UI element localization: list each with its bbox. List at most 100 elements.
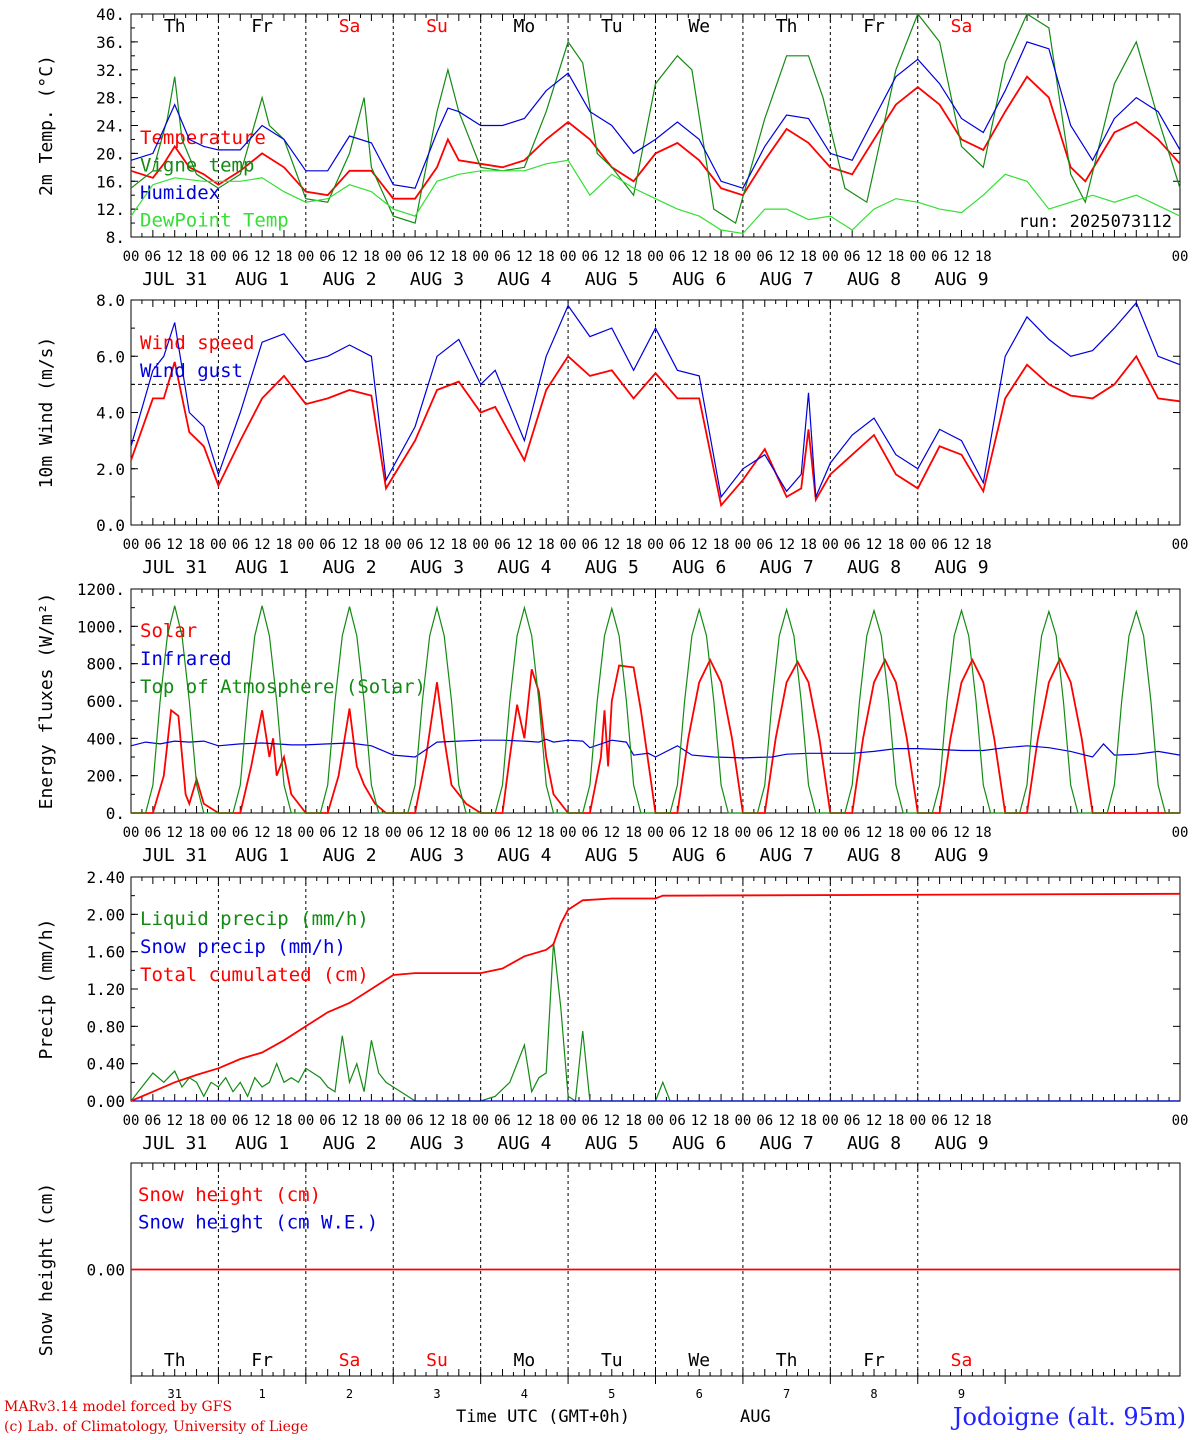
hour-tick-label: 06 [407, 537, 424, 553]
hour-tick-label: 12 [254, 825, 271, 841]
legend-entry: Snow height (cm W.E.) [138, 1212, 378, 1234]
hour-tick-label: 18 [625, 249, 642, 265]
y-tick-label: 0.00 [86, 1261, 125, 1280]
panel-5: 0.00 Snow height (cm) Snow height (cm) Snow… [36, 1162, 1181, 1401]
legend-entry: Liquid precip (mm/h) [140, 908, 369, 930]
hour-tick-label: 18 [625, 537, 642, 553]
hour-tick-label: 12 [516, 1113, 533, 1129]
date-label: AUG 3 [410, 845, 464, 866]
y-axis-label: Snow height (cm) [36, 1183, 57, 1356]
date-label: AUG 1 [235, 557, 289, 578]
y-tick-label: 200. [86, 767, 125, 786]
legend-entry: Infrared [140, 648, 232, 670]
hour-tick-label: 12 [166, 825, 183, 841]
hour-tick-label: 18 [188, 1113, 205, 1129]
y-tick-label: 8. [106, 228, 125, 247]
date-label: AUG 6 [672, 1133, 726, 1154]
hour-tick-label: 00 [385, 537, 402, 553]
hour-tick-label: 06 [844, 825, 861, 841]
panel-3: 0. 200. 400. 600. 800. 1000. 1200. Energy fluxe… [36, 580, 1188, 866]
hour-tick-label: 18 [538, 249, 555, 265]
hour-tick-label: 00 [1172, 825, 1189, 841]
hour-tick-label: 18 [363, 1113, 380, 1129]
y-tick-label: 400. [86, 729, 125, 748]
day-number: 6 [696, 1387, 703, 1401]
hour-tick-label: 18 [276, 537, 293, 553]
hour-tick-label: 12 [866, 1113, 883, 1129]
date-label: AUG 3 [410, 1133, 464, 1154]
hour-tick-label: 12 [429, 825, 446, 841]
hour-tick-label: 18 [450, 249, 467, 265]
weekday-label: Th [164, 16, 186, 37]
hour-tick-label: 12 [778, 825, 795, 841]
hour-tick-label: 00 [123, 1113, 140, 1129]
hour-tick-label: 06 [931, 249, 948, 265]
date-label: AUG 5 [585, 1133, 639, 1154]
y-tick-label: 0.40 [86, 1055, 125, 1074]
weekday-label: Fr [251, 1350, 273, 1371]
hour-tick-label: 12 [516, 249, 533, 265]
hour-tick-label: 18 [188, 249, 205, 265]
y-tick-label: 28. [96, 89, 125, 108]
hour-tick-label: 00 [1172, 249, 1189, 265]
date-label: AUG 1 [235, 269, 289, 290]
hour-tick-label: 06 [407, 1113, 424, 1129]
day-number: 4 [521, 1387, 528, 1401]
weekday-label: Su [426, 1350, 448, 1371]
hour-tick-label: 18 [975, 825, 992, 841]
model-credit: MARv3.14 model forced by GFS [4, 1399, 233, 1415]
y-tick-label: 1000. [77, 617, 125, 636]
panel-frame [130, 299, 1181, 526]
date-label: AUG 6 [672, 557, 726, 578]
date-label: AUG 4 [497, 557, 551, 578]
date-label: AUG 9 [934, 269, 988, 290]
hour-tick-label: 00 [560, 1113, 577, 1129]
y-tick-label: 12. [96, 200, 125, 219]
weekday-label: Sa [339, 1350, 361, 1371]
hour-tick-label: 18 [887, 537, 904, 553]
y-tick-label: 40. [96, 5, 125, 24]
day-number: 9 [958, 1387, 965, 1401]
hour-tick-label: 06 [494, 249, 511, 265]
y-tick-label: 600. [86, 692, 125, 711]
hour-tick-label: 12 [516, 537, 533, 553]
y-tick-label: 32. [96, 61, 125, 80]
hour-tick-label: 12 [953, 249, 970, 265]
date-label: AUG 9 [934, 557, 988, 578]
y-tick-label: 2.40 [86, 868, 125, 887]
y-tick-label: 2.0 [96, 460, 125, 479]
weekday-label: We [688, 16, 710, 37]
hour-tick-label: 06 [494, 537, 511, 553]
hour-tick-label: 18 [363, 825, 380, 841]
panel-2: 0.0 2.0 4.0 6.0 8.0 10m Wind (m/s) Wind speed W… [36, 291, 1188, 578]
hour-tick-label: 18 [188, 537, 205, 553]
weekday-label: Th [776, 1350, 798, 1371]
y-tick-label: 36. [96, 33, 125, 52]
date-label: AUG 8 [847, 557, 901, 578]
hour-tick-label: 00 [647, 825, 664, 841]
hour-tick-label: 12 [603, 1113, 620, 1129]
day-number: 1 [259, 1387, 266, 1401]
legend-entry: Wind speed [140, 332, 254, 354]
date-label: AUG 8 [847, 269, 901, 290]
day-number: 3 [433, 1387, 440, 1401]
hour-tick-label: 12 [166, 1113, 183, 1129]
date-label: AUG 8 [847, 1133, 901, 1154]
hour-tick-label: 06 [844, 537, 861, 553]
hour-tick-label: 18 [188, 825, 205, 841]
hour-tick-label: 12 [603, 825, 620, 841]
hour-tick-label: 18 [800, 537, 817, 553]
y-tick-label: 24. [96, 117, 125, 136]
hour-tick-label: 12 [341, 1113, 358, 1129]
hour-tick-label: 18 [713, 537, 730, 553]
day-number: 31 [167, 1387, 181, 1401]
hour-tick-label: 00 [472, 537, 489, 553]
series-green-line [130, 12, 1181, 225]
y-tick-label: 1200. [77, 580, 125, 599]
date-label: AUG 2 [322, 269, 376, 290]
hour-tick-label: 00 [385, 249, 402, 265]
weekday-label: Fr [863, 1350, 885, 1371]
date-label: AUG 4 [497, 845, 551, 866]
hour-tick-label: 12 [341, 537, 358, 553]
weekday-label: Th [164, 1350, 186, 1371]
